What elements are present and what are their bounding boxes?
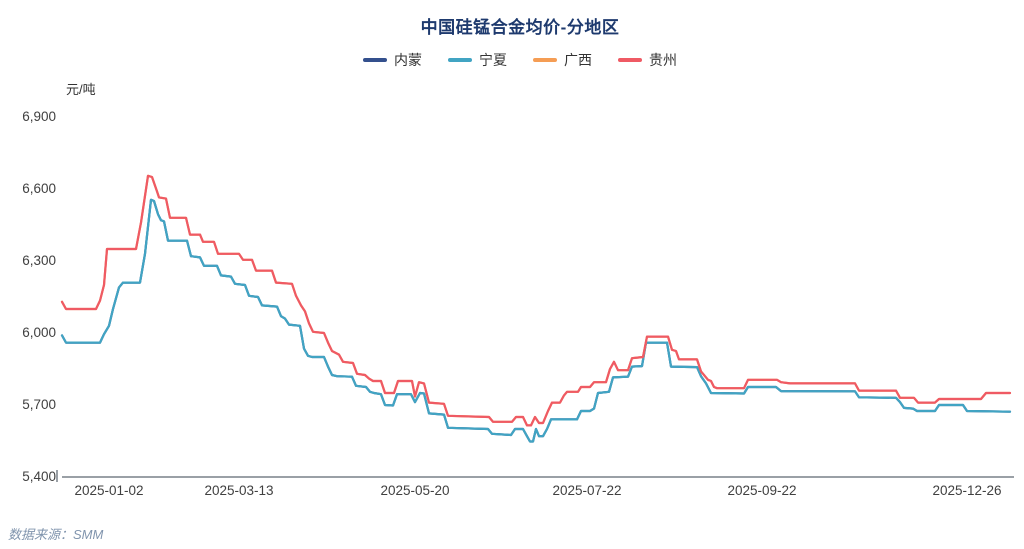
legend-label: 广西 <box>564 52 592 68</box>
x-axis-label: 2025-12-26 <box>932 483 1002 498</box>
legend-label: 贵州 <box>649 52 677 68</box>
x-axis-label: 2025-01-02 <box>74 483 144 498</box>
x-axis-label: 2025-09-22 <box>727 483 797 498</box>
y-axis-label: 5,700 <box>22 397 56 412</box>
data-source-note: 数据来源：SMM <box>8 527 104 542</box>
series-line-贵州 <box>60 174 1012 427</box>
legend-item-3[interactable]: 贵州 <box>618 50 677 70</box>
legend-item-2[interactable]: 广西 <box>533 50 592 70</box>
x-axis-label: 2025-05-20 <box>380 483 450 498</box>
legend-item-1[interactable]: 宁夏 <box>448 50 507 70</box>
y-axis-label: 6,900 <box>22 109 56 124</box>
series-line-内蒙 <box>60 198 1012 443</box>
y-axis-label: 6,600 <box>22 181 56 196</box>
y-axis-label: 6,300 <box>22 253 56 268</box>
y-axis-label: 6,000 <box>22 325 56 340</box>
chart-title: 中国硅锰合金均价-分地区 <box>420 18 620 37</box>
legend-line-icon <box>533 58 557 62</box>
x-axis-label: 2025-07-22 <box>552 483 622 498</box>
series-line-宁夏 <box>60 198 1012 443</box>
legend-label: 内蒙 <box>394 52 422 68</box>
y-axis-tick <box>56 470 58 482</box>
x-axis-label: 2025-03-13 <box>204 483 274 498</box>
legend-line-icon <box>448 58 472 62</box>
y-axis-label: 5,400 <box>22 469 56 484</box>
legend-label: 宁夏 <box>479 52 507 68</box>
chart-legend: 内蒙 宁夏 广西 贵州 <box>0 50 1024 70</box>
legend-line-icon <box>363 58 387 62</box>
x-axis-line <box>62 476 1014 478</box>
legend-line-icon <box>618 58 642 62</box>
legend-item-0[interactable]: 内蒙 <box>363 50 422 70</box>
y-axis-unit-label: 元/吨 <box>66 82 96 97</box>
series-line-广西 <box>60 174 1012 427</box>
